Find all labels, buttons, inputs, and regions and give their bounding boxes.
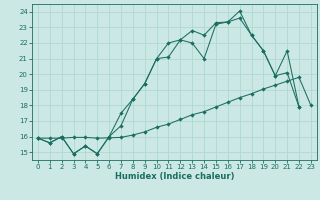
X-axis label: Humidex (Indice chaleur): Humidex (Indice chaleur) (115, 172, 234, 181)
